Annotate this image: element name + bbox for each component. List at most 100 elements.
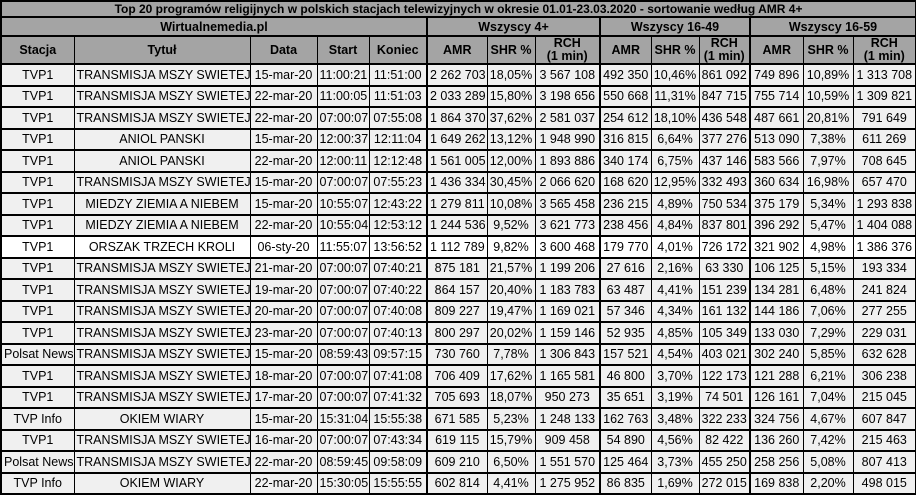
- cell-rch-4plus: 2 066 620: [534, 170, 601, 194]
- cell-rch-16-59: 306 238: [852, 364, 916, 388]
- cell-amr-4plus: 1 864 370: [426, 106, 488, 130]
- cell-shr-4plus: 20,40%: [486, 278, 536, 302]
- table-row: TVP1 TRANSMISJA MSZY SWIETEJ 15-mar-20 07:0…: [0, 170, 916, 194]
- cell-data: 06-sty-20: [249, 235, 318, 259]
- cell-shr-16-49: 4,89%: [650, 192, 700, 216]
- cell-rch-16-59: 632 628: [852, 342, 916, 366]
- cell-shr-16-59: 5,34%: [802, 192, 854, 216]
- table-row: TVP1 TRANSMISJA MSZY SWIETEJ 22-mar-20 11:0…: [0, 84, 916, 108]
- cell-shr-16-49: 3,19%: [650, 385, 700, 409]
- cell-tytul: OKIEM WIARY: [73, 471, 251, 495]
- cell-koniec: 11:51:00: [368, 63, 428, 87]
- cell-data: 21-mar-20: [249, 256, 318, 280]
- table-row: TVP1 TRANSMISJA MSZY SWIETEJ 23-mar-20 07:0…: [0, 321, 916, 345]
- cell-tytul: TRANSMISJA MSZY SWIETEJ: [73, 321, 251, 345]
- cell-tytul: TRANSMISJA MSZY SWIETEJ: [73, 342, 251, 366]
- cell-amr-4plus: 800 297: [426, 321, 488, 345]
- cell-amr-16-59: 169 838: [749, 471, 804, 495]
- cell-amr-16-49: 340 174: [599, 149, 652, 173]
- cell-amr-4plus: 809 227: [426, 299, 488, 323]
- cell-rch-16-49: 332 493: [698, 170, 751, 194]
- cell-amr-16-49: 157 521: [599, 342, 652, 366]
- cell-tytul: TRANSMISJA MSZY SWIETEJ: [73, 63, 251, 87]
- cell-start: 07:00:07: [316, 256, 370, 280]
- cell-start: 07:00:07: [316, 106, 370, 130]
- cell-rch-16-49: 377 276: [698, 127, 751, 151]
- cell-data: 16-mar-20: [249, 428, 318, 452]
- cell-stacja: TVP1: [0, 170, 75, 194]
- column-header-shr-16-49: SHR %: [650, 35, 700, 65]
- cell-data: 22-mar-20: [249, 213, 318, 237]
- group-header-row: Wirtualnemedia.pl Wszyscy 4+ Wszyscy 16-…: [0, 16, 916, 37]
- cell-amr-16-59: 134 281: [749, 278, 804, 302]
- cell-tytul: OKIEM WIARY: [73, 407, 251, 431]
- cell-amr-4plus: 730 760: [426, 342, 488, 366]
- cell-start: 07:00:07: [316, 321, 370, 345]
- cell-start: 12:00:37: [316, 127, 370, 151]
- cell-stacja: TVP1: [0, 235, 75, 259]
- cell-rch-16-49: 436 548: [698, 106, 751, 130]
- cell-data: 15-mar-20: [249, 127, 318, 151]
- cell-shr-16-49: 4,41%: [650, 278, 700, 302]
- cell-data: 22-mar-20: [249, 84, 318, 108]
- cell-shr-16-49: 10,46%: [650, 63, 700, 87]
- table-row: TVP1 ANIOL PANSKI 15-mar-20 12:00:37 12:11:0…: [0, 127, 916, 151]
- cell-rch-4plus: 1 199 206: [534, 256, 601, 280]
- cell-shr-4plus: 15,80%: [486, 84, 536, 108]
- cell-koniec: 07:41:32: [368, 385, 428, 409]
- cell-stacja: TVP1: [0, 364, 75, 388]
- cell-data: 15-mar-20: [249, 63, 318, 87]
- table-row: Polsat News TRANSMISJA MSZY SWIETEJ 22-mar…: [0, 450, 916, 474]
- cell-stacja: TVP1: [0, 127, 75, 151]
- cell-koniec: 07:40:22: [368, 278, 428, 302]
- cell-rch-4plus: 3 621 773: [534, 213, 601, 237]
- cell-rch-4plus: 1 948 990: [534, 127, 601, 151]
- cell-start: 07:00:07: [316, 299, 370, 323]
- cell-amr-16-49: 179 770: [599, 235, 652, 259]
- cell-shr-16-59: 5,85%: [802, 342, 854, 366]
- cell-shr-16-49: 18,10%: [650, 106, 700, 130]
- cell-amr-16-49: 63 487: [599, 278, 652, 302]
- cell-rch-16-49: 161 132: [698, 299, 751, 323]
- column-header-rch-16-59: RCH (1 min): [852, 35, 916, 65]
- cell-amr-16-59: 106 125: [749, 256, 804, 280]
- cell-stacja: TVP1: [0, 256, 75, 280]
- column-header-amr-16-49: AMR: [599, 35, 652, 65]
- cell-data: 17-mar-20: [249, 385, 318, 409]
- cell-amr-16-59: 121 288: [749, 364, 804, 388]
- cell-stacja: TVP1: [0, 299, 75, 323]
- cell-tytul: TRANSMISJA MSZY SWIETEJ: [73, 385, 251, 409]
- table-row: TVP1 TRANSMISJA MSZY SWIETEJ 22-mar-20 07:0…: [0, 106, 916, 130]
- cell-shr-16-49: 4,56%: [650, 428, 700, 452]
- cell-rch-16-49: 726 172: [698, 235, 751, 259]
- cell-start: 08:59:43: [316, 342, 370, 366]
- cell-rch-4plus: 1 165 581: [534, 364, 601, 388]
- cell-stacja: TVP1: [0, 213, 75, 237]
- cell-tytul: ANIOL PANSKI: [73, 149, 251, 173]
- cell-tytul: MIEDZY ZIEMIA A NIEBEM: [73, 213, 251, 237]
- cell-tytul: TRANSMISJA MSZY SWIETEJ: [73, 364, 251, 388]
- cell-shr-4plus: 9,82%: [486, 235, 536, 259]
- cell-shr-16-49: 2,16%: [650, 256, 700, 280]
- cell-amr-4plus: 1 561 005: [426, 149, 488, 173]
- cell-shr-4plus: 6,50%: [486, 450, 536, 474]
- cell-rch-16-49: 151 239: [698, 278, 751, 302]
- table-row: TVP1 TRANSMISJA MSZY SWIETEJ 15-mar-20 11:0…: [0, 63, 916, 87]
- cell-amr-4plus: 1 279 811: [426, 192, 488, 216]
- cell-tytul: TRANSMISJA MSZY SWIETEJ: [73, 84, 251, 108]
- table-title: Top 20 programów religijnych w polskich …: [0, 0, 916, 18]
- cell-rch-16-59: 215 463: [852, 428, 916, 452]
- cell-shr-4plus: 4,41%: [486, 471, 536, 495]
- cell-amr-16-59: 321 902: [749, 235, 804, 259]
- cell-stacja: TVP1: [0, 84, 75, 108]
- cell-rch-16-49: 82 422: [698, 428, 751, 452]
- cell-amr-4plus: 609 210: [426, 450, 488, 474]
- cell-amr-16-49: 550 668: [599, 84, 652, 108]
- cell-rch-4plus: 1 893 886: [534, 149, 601, 173]
- cell-start: 11:00:21: [316, 63, 370, 87]
- column-header-stacja: Stacja: [0, 35, 75, 65]
- cell-koniec: 07:43:34: [368, 428, 428, 452]
- cell-rch-4plus: 2 581 037: [534, 106, 601, 130]
- cell-start: 11:55:07: [316, 235, 370, 259]
